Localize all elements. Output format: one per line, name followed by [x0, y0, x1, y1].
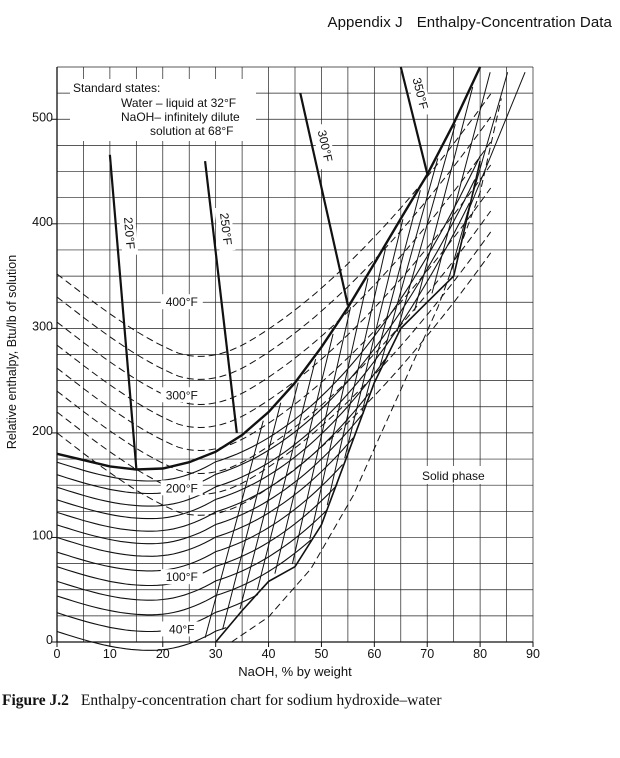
appendix-title: Enthalpy-Concentration Data	[416, 14, 612, 31]
x-tick-label: 20	[156, 647, 170, 661]
x-tick-label: 60	[367, 647, 381, 661]
y-axis-title: Relative enthalpy, Btu/lb of solution	[5, 255, 19, 449]
isotherm-line	[56, 539, 312, 616]
hatch-line	[379, 158, 439, 368]
isotherm-label-bg	[160, 569, 203, 585]
boiling-line-label: 250°F	[217, 212, 235, 246]
y-tick-label: 400	[32, 215, 53, 229]
isotherm-line	[56, 593, 259, 633]
note-title: Standard states:	[73, 81, 160, 95]
boiling-point-line	[203, 160, 238, 434]
x-axis-title: NaOH, % by weight	[238, 664, 352, 679]
hatch-line	[414, 86, 474, 311]
isotherm-label: 200°F	[166, 481, 198, 495]
isotherm-lines	[56, 72, 526, 651]
x-tick-label: 90	[526, 647, 540, 661]
y-tick-label: 200	[32, 424, 53, 438]
hatch-line	[326, 248, 386, 506]
main-curves	[56, 66, 502, 643]
y-tick-label: 500	[32, 110, 53, 124]
boiling-label-bg	[118, 210, 139, 256]
isotherm-dashed-line	[56, 164, 492, 429]
solid-boundary-curve	[215, 160, 481, 643]
grid	[56, 66, 534, 643]
isotherm-label: 400°F	[166, 295, 198, 309]
boiling-line-label: 220°F	[121, 217, 138, 250]
isotherm-line	[56, 202, 470, 507]
x-tick-label: 10	[103, 647, 117, 661]
hatch-line	[222, 402, 282, 630]
isotherm-line	[56, 437, 354, 557]
x-tick-label: 40	[262, 647, 276, 661]
boiling-line-label: 300°F	[315, 129, 336, 163]
hatch-line	[344, 219, 404, 459]
note-naoh-1: NaOH– infinitely dilute	[121, 110, 240, 124]
isotherm-line	[56, 392, 370, 532]
hatch-line	[309, 278, 369, 540]
figure-caption: Figure J.2 Enthalpy-concentration chart f…	[2, 692, 442, 710]
y-tick-label: 300	[32, 319, 53, 333]
isotherm-dashed-line	[56, 252, 492, 516]
hatch-line	[256, 359, 317, 590]
solid-phase-label: Solid phase	[422, 469, 485, 483]
isotherm-line	[56, 359, 386, 520]
isotherm-line	[56, 179, 476, 495]
isotherm-dashed-line	[56, 231, 492, 495]
solid-boundary-extension	[231, 98, 502, 643]
isotherm-line	[56, 464, 344, 572]
hatch-line	[274, 333, 334, 574]
note-naoh-2: solution at 68°F	[150, 124, 234, 138]
boiling-label-bg	[214, 206, 236, 252]
isotherm-label-bg	[160, 480, 203, 496]
solid-phase-label-group: Solid phase	[418, 466, 490, 484]
boiling-label-bg	[311, 122, 337, 170]
isotherm-dashed-line	[56, 93, 492, 357]
y-tick-label: 100	[32, 528, 53, 542]
boiling-label-bg	[406, 70, 433, 117]
boiling-point-line	[299, 92, 349, 306]
x-tick-label: 50	[314, 647, 328, 661]
isotherm-dashed-line	[56, 116, 492, 380]
hatch-line	[291, 307, 352, 565]
hatch-line	[204, 420, 264, 638]
isotherm-label: 300°F	[166, 388, 198, 402]
isotherm-label-bg	[160, 387, 203, 403]
isotherm-dashed-line	[56, 210, 492, 475]
note-water: Water – liquid at 32°F	[121, 96, 236, 110]
x-tick-label: 30	[209, 647, 223, 661]
hatch-line	[448, 72, 509, 277]
axes: 0 10 20 30 40 50 60 70 80 90 0 100 200 300 400 500	[32, 67, 540, 661]
standard-states-note: Standard states: Water – liquid at 32°F …	[70, 79, 256, 141]
isotherm-line	[56, 509, 328, 601]
hatch-line	[431, 72, 491, 294]
x-tick-label: 0	[54, 647, 61, 661]
hatch-line	[396, 124, 456, 332]
x-tick-label: 80	[473, 647, 487, 661]
page-header: Appendix J Enthalpy-Concentration Data	[327, 14, 612, 31]
appendix-label: Appendix J	[327, 14, 403, 31]
saturation-curve	[56, 66, 482, 471]
curve-labels: 220°F 250°F300°F350°F40°F100°F200°F300°F4…	[118, 70, 433, 637]
isotherm-label: 40°F	[169, 622, 194, 636]
isotherm-label-bg	[160, 294, 203, 310]
hatch-line	[239, 382, 299, 610]
isotherm-dashed-line	[56, 187, 492, 452]
isotherm-dashed-line	[56, 141, 492, 406]
figure-label: Figure J.2	[2, 692, 69, 709]
hatch-line	[466, 72, 526, 215]
isotherm-label-bg	[160, 621, 203, 637]
figure-caption-text: Enthalpy-concentration chart for sodium …	[80, 692, 442, 709]
x-tick-label: 70	[420, 647, 434, 661]
boiling-point-line	[108, 154, 138, 469]
boiling-point-line	[399, 66, 429, 174]
isotherm-line	[56, 412, 365, 545]
y-tick-label: 0	[46, 633, 53, 647]
isotherm-label: 100°F	[166, 570, 198, 584]
enthalpy-chart: 220°F 250°F300°F350°F40°F100°F200°F300°F4…	[5, 66, 540, 679]
isotherm-line	[56, 627, 227, 651]
hatch-line	[361, 190, 421, 412]
